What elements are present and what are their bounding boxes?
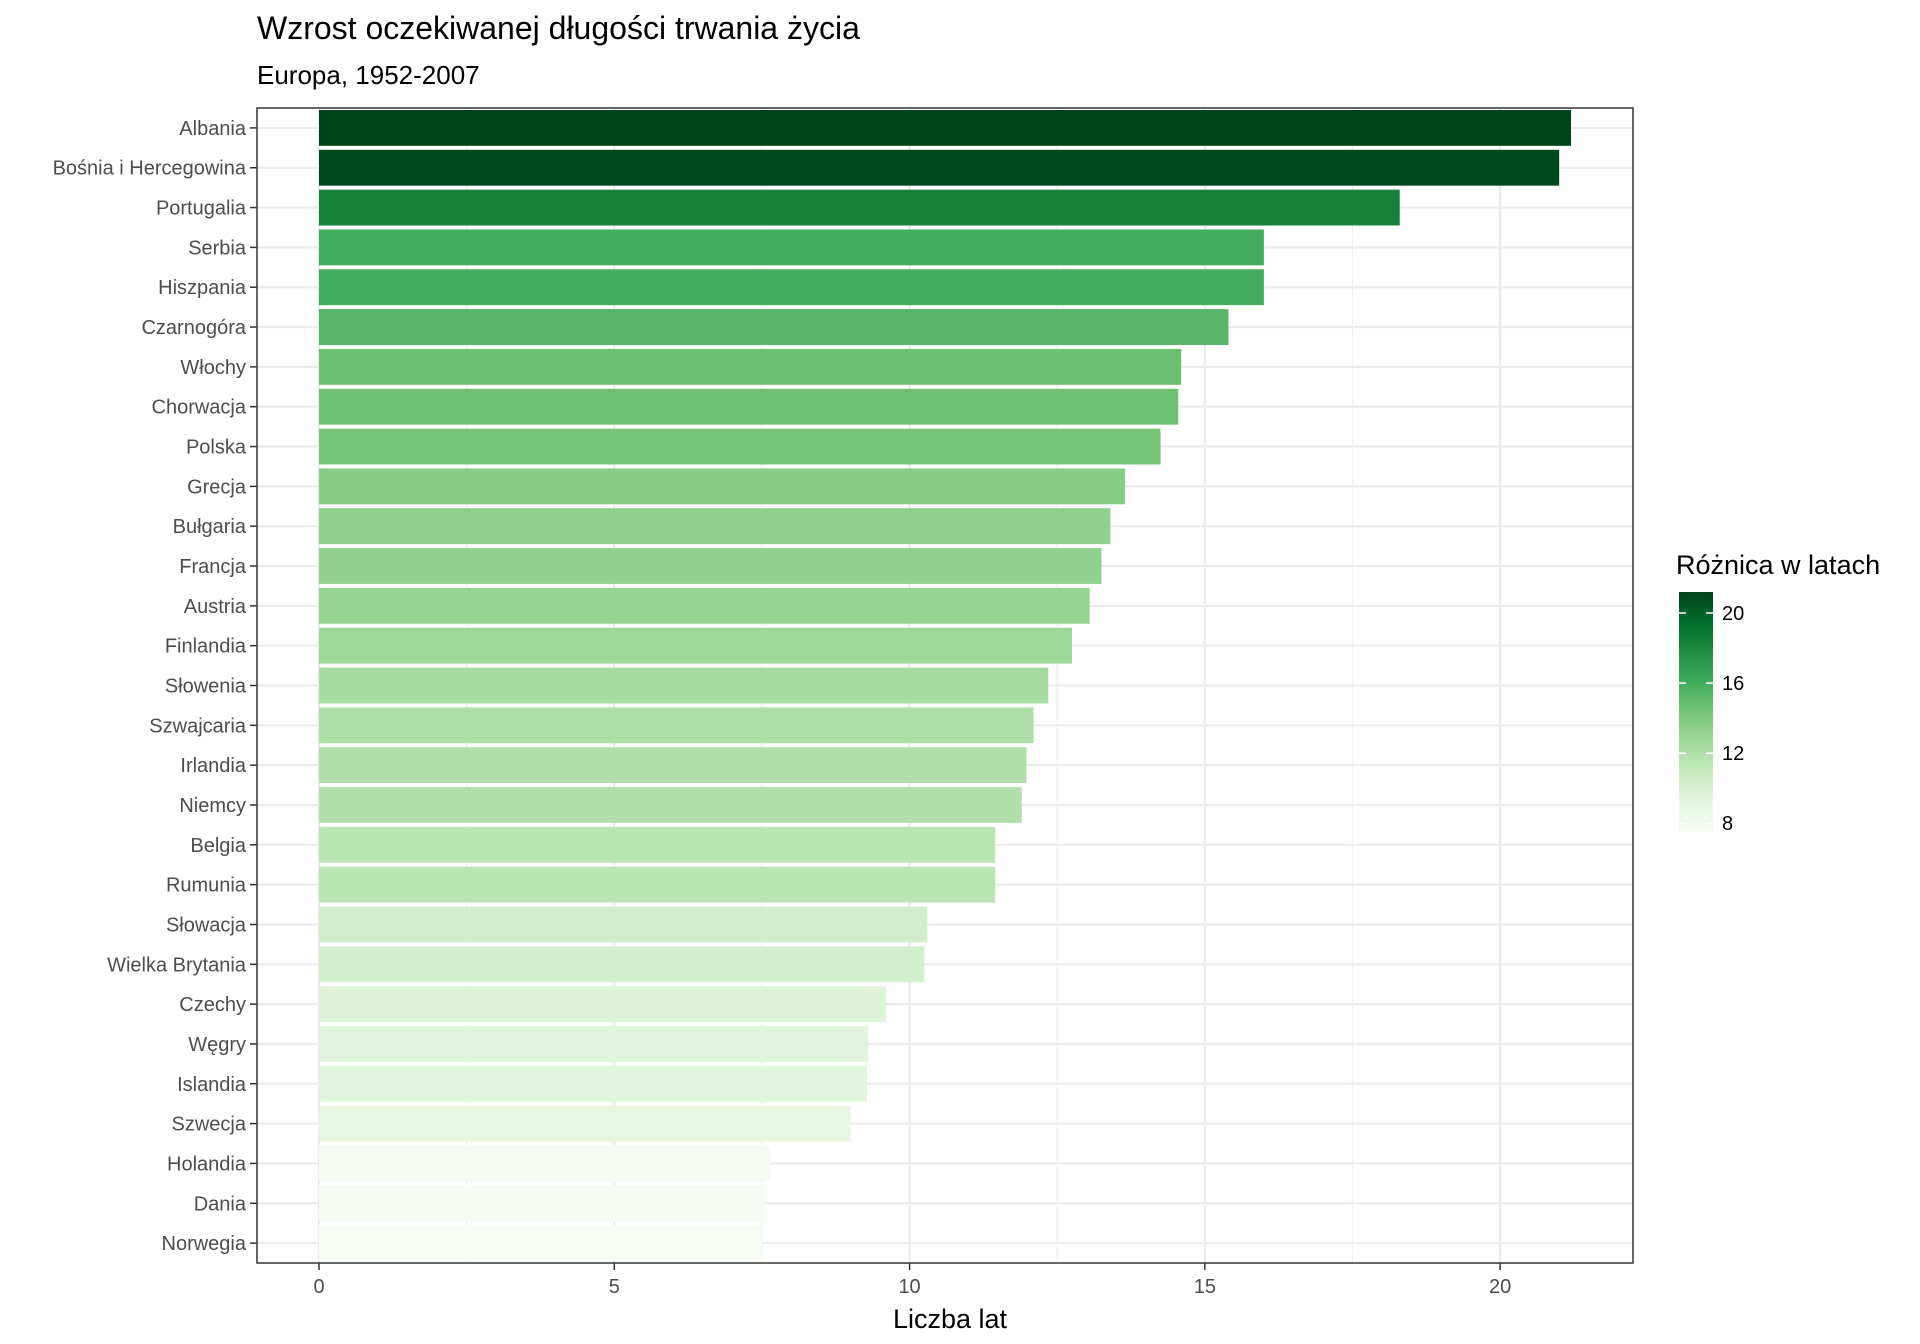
y-tick-label: Szwecja [172, 1114, 247, 1136]
bar [319, 1026, 869, 1062]
bar [319, 149, 1560, 186]
bar [319, 428, 1161, 465]
bar [319, 468, 1126, 505]
x-tick-label: 0 [313, 1276, 324, 1298]
legend-title: Różnica w latach [1676, 550, 1880, 580]
bar [319, 1185, 765, 1222]
x-tick-label: 20 [1489, 1276, 1511, 1298]
legend: Różnica w latach 8 12 16 20 [1676, 550, 1880, 835]
y-tick-label: Słowenia [165, 676, 247, 698]
y-tick-label: Grecja [187, 476, 247, 498]
y-tick-label: Serbia [188, 237, 247, 259]
y-tick-label: Węgry [188, 1034, 246, 1056]
y-tick-label: Dania [194, 1193, 247, 1215]
x-tick-label: 10 [898, 1276, 920, 1298]
bar [319, 787, 1022, 823]
bar [319, 627, 1072, 664]
y-tick-label: Norwegia [162, 1233, 247, 1255]
bar [319, 269, 1264, 306]
y-tick-label: Portugalia [156, 198, 247, 220]
bar [319, 229, 1264, 266]
panel-border [256, 107, 1634, 1264]
bar [319, 587, 1090, 624]
bar [319, 866, 996, 903]
bar [319, 189, 1400, 226]
bar [319, 508, 1111, 545]
bar [319, 986, 886, 1023]
y-tick-label: Belgia [190, 835, 246, 857]
y-tick-label: Szwajcaria [149, 715, 247, 737]
y-tick-label: Czechy [179, 994, 246, 1016]
y-tick-label: Niemcy [179, 795, 246, 817]
y-tick-label: Islandia [177, 1074, 247, 1096]
y-tick-label: Austria [184, 596, 247, 618]
bar [319, 1065, 868, 1102]
bar [319, 667, 1049, 704]
legend-label: 8 [1722, 813, 1733, 835]
bar [319, 348, 1182, 385]
bar [319, 747, 1027, 784]
y-tick-label: Finlandia [165, 636, 247, 658]
y-tick-label: Bośnia i Hercegowina [53, 158, 247, 180]
bar [319, 548, 1102, 584]
y-tick-label: Bułgaria [173, 516, 247, 538]
bar [319, 946, 925, 983]
legend-colorbar [1679, 592, 1713, 832]
y-tick-label: Chorwacja [152, 397, 247, 419]
bar [319, 1145, 771, 1182]
y-tick-label: Hiszpania [158, 277, 247, 299]
y-tick-label: Irlandia [180, 755, 246, 777]
y-tick-label: Polska [186, 437, 247, 459]
y-tick-label: Rumunia [166, 875, 247, 897]
x-axis-title: Liczba lat [893, 1304, 1008, 1334]
plot-area: Albania Bośnia i Hercegowina Portugalia Ser… [53, 107, 1634, 1298]
bar [319, 1225, 762, 1262]
y-tick-label: Holandia [167, 1153, 247, 1175]
y-tick-label: Słowacja [166, 914, 247, 936]
bar [319, 906, 928, 943]
y-tick-label: Wielka Brytania [107, 954, 247, 976]
y-tick-label: Albania [179, 118, 247, 140]
legend-label: 12 [1722, 743, 1744, 765]
bar [319, 109, 1571, 146]
x-tick-label: 5 [609, 1276, 620, 1298]
bar [319, 388, 1179, 425]
y-tick-label: Czarnogóra [141, 317, 246, 339]
bar [319, 1105, 851, 1142]
chart-title: Wzrost oczekiwanej długości trwania życi… [257, 10, 860, 46]
legend-label: 16 [1722, 673, 1744, 695]
x-tick-label: 15 [1194, 1276, 1216, 1298]
legend-label: 20 [1722, 603, 1744, 625]
bar [319, 707, 1034, 744]
bar [319, 826, 996, 863]
y-tick-label: Francja [179, 556, 247, 578]
chart-subtitle: Europa, 1952-2007 [257, 60, 480, 90]
y-tick-label: Włochy [180, 357, 246, 379]
bar [319, 309, 1229, 345]
